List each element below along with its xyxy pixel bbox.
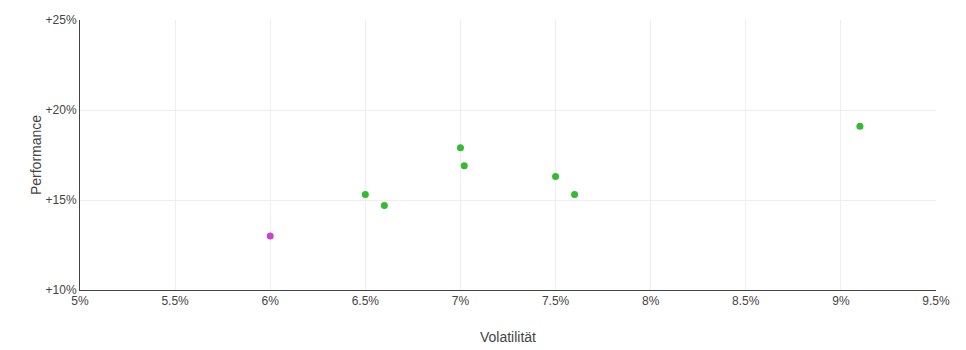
svg-text:Performance: Performance — [28, 115, 44, 195]
svg-text:9%: 9% — [832, 294, 850, 308]
svg-text:+25%: +25% — [46, 13, 77, 27]
svg-text:Volatilität: Volatilität — [480, 329, 536, 345]
svg-text:7.5%: 7.5% — [542, 294, 570, 308]
svg-text:8.5%: 8.5% — [732, 294, 760, 308]
svg-text:+10%: +10% — [46, 283, 77, 297]
svg-text:+15%: +15% — [46, 193, 77, 207]
svg-text:5%: 5% — [71, 294, 89, 308]
svg-text:9.5%: 9.5% — [922, 294, 950, 308]
svg-text:+20%: +20% — [46, 103, 77, 117]
svg-text:6%: 6% — [262, 294, 280, 308]
svg-text:7%: 7% — [452, 294, 470, 308]
svg-text:6.5%: 6.5% — [352, 294, 380, 308]
svg-text:5.5%: 5.5% — [161, 294, 189, 308]
svg-text:8%: 8% — [642, 294, 660, 308]
